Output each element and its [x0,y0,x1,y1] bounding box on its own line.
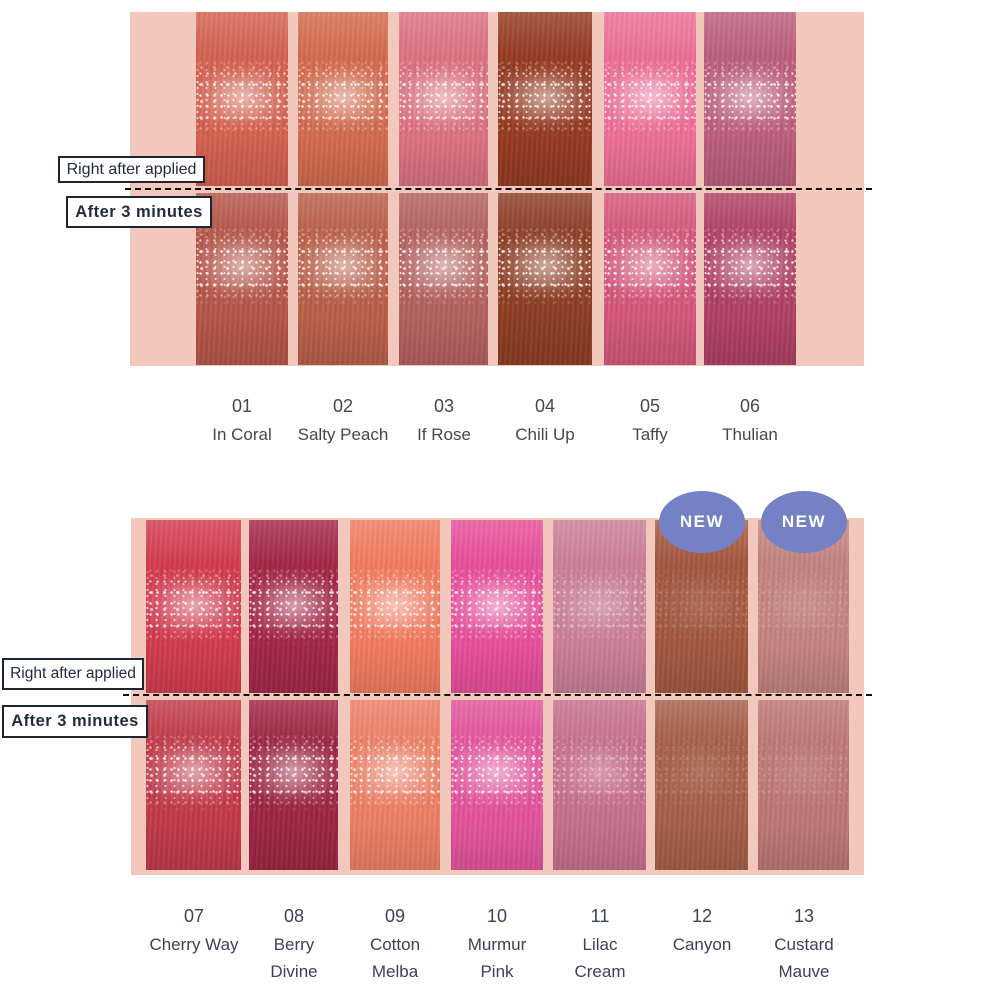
caption-shade-08: 08 Berry Divine [239,903,349,985]
label-right-after-applied-bottom: Right after applied [2,658,144,690]
swatch-09-right-after [350,520,440,693]
swatch-12-after-3min [655,700,748,870]
shade-number: 07 [183,906,205,926]
shade-name: Mauve [778,962,830,981]
shade-name: Thulian [722,425,778,444]
dashed-divider-top-section [125,188,872,190]
shade-name: In Coral [212,425,272,444]
caption-shade-03: 03 If Rose [389,393,499,448]
section-shades-01-06 [130,12,864,366]
swatch-02-right-after [298,12,388,186]
dashed-divider-bottom-section [123,694,872,696]
swatch-04-after-3min [498,193,592,365]
swatch-06-after-3min [704,193,796,365]
caption-shade-04: 04 Chili Up [490,393,600,448]
label-after-3-minutes-top: After 3 minutes [66,196,212,228]
swatch-02-after-3min [298,193,388,365]
shade-name: Divine [270,962,318,981]
shade-name: If Rose [417,425,471,444]
swatch-13-after-3min [758,700,849,870]
shade-name: Pink [480,962,514,981]
label-after-3-minutes-bottom: After 3 minutes [2,705,148,738]
caption-shade-06: 06 Thulian [695,393,805,448]
new-badge-shade-13: NEW [761,491,847,553]
swatch-03-right-after [399,12,488,186]
shade-name: Melba [371,962,419,981]
caption-shade-11: 11 Lilac Cream [545,903,655,985]
swatch-10-right-after [451,520,543,693]
shade-name: Salty Peach [297,425,389,444]
shade-number: 13 [793,906,815,926]
shade-name: Taffy [632,425,668,444]
shade-name: Cream [574,962,626,981]
caption-shade-09: 09 Cotton Melba [340,903,450,985]
shade-number: 10 [486,906,508,926]
swatch-06-right-after [704,12,796,186]
shade-number: 12 [691,906,713,926]
shade-number: 02 [332,396,354,416]
caption-shade-07: 07 Cherry Way [139,903,249,958]
shade-name: Murmur [467,935,527,954]
label-right-after-applied-top: Right after applied [58,156,205,183]
shade-number: 08 [283,906,305,926]
swatch-07-after-3min [146,700,241,870]
shade-number: 06 [739,396,761,416]
swatch-05-after-3min [604,193,696,365]
shade-name: Custard [774,935,834,954]
shade-number: 11 [590,906,610,926]
swatch-04-right-after [498,12,592,186]
shade-name: Chili Up [515,425,575,444]
caption-shade-12: 12 Canyon [647,903,757,958]
swatch-07-right-after [146,520,241,693]
shade-name: Berry [273,935,315,954]
shade-number: 03 [433,396,455,416]
swatch-05-right-after [604,12,696,186]
swatch-10-after-3min [451,700,543,870]
shade-number: 04 [534,396,556,416]
swatch-09-after-3min [350,700,440,870]
shade-name: Cherry Way [149,935,239,954]
new-badge-shade-12: NEW [659,491,745,553]
swatch-11-right-after [553,520,646,693]
shade-name: Cotton [369,935,421,954]
caption-shade-05: 05 Taffy [595,393,705,448]
caption-shade-02: 02 Salty Peach [288,393,398,448]
shade-number: 01 [231,396,253,416]
swatch-08-right-after [249,520,338,693]
swatch-01-after-3min [196,193,288,365]
shade-number: 09 [384,906,406,926]
swatch-03-after-3min [399,193,488,365]
caption-shade-10: 10 Murmur Pink [442,903,552,985]
swatch-08-after-3min [249,700,338,870]
swatch-01-right-after [196,12,288,186]
caption-shade-13: 13 Custard Mauve [749,903,859,985]
shade-name: Canyon [672,935,732,954]
shade-name: Lilac [582,935,618,954]
caption-shade-01: 01 In Coral [187,393,297,448]
section-shades-07-13 [131,518,864,875]
shade-number: 05 [639,396,661,416]
swatch-11-after-3min [553,700,646,870]
